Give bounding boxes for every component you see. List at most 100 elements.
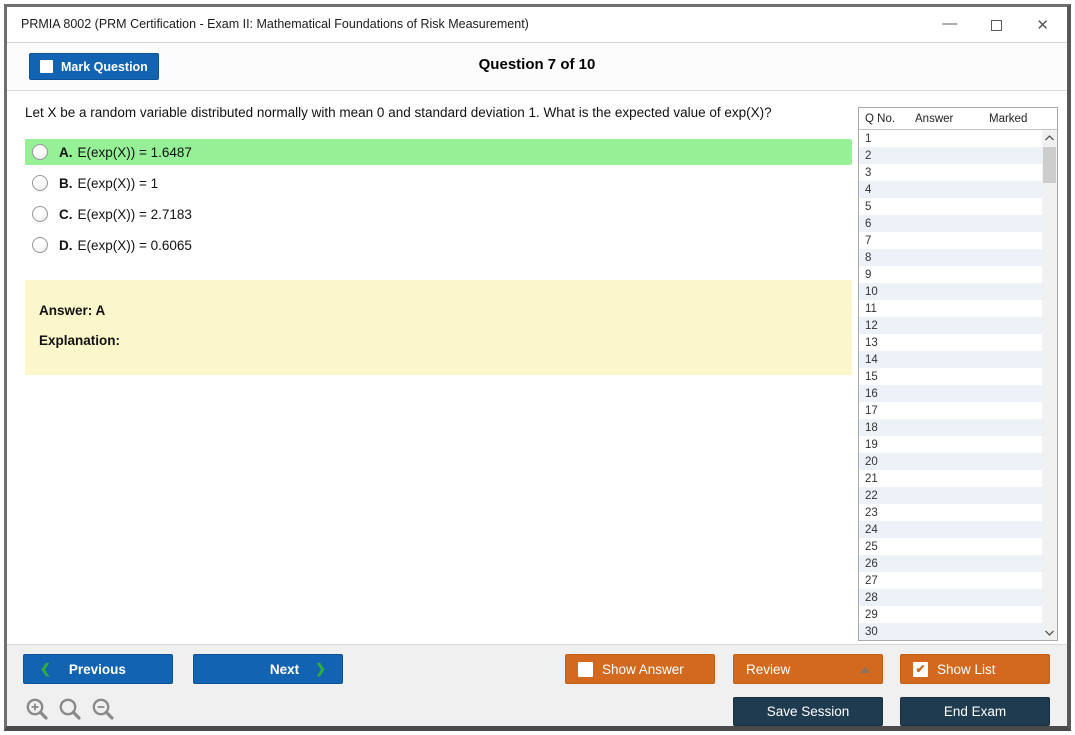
option-letter: C. xyxy=(59,206,73,222)
question-list-cell: 3 xyxy=(865,166,872,179)
scroll-down-icon[interactable] xyxy=(1042,625,1057,640)
review-dropdown-button[interactable]: Review xyxy=(733,654,883,684)
question-list-row[interactable]: 8 xyxy=(859,249,1042,266)
question-list-row[interactable]: 6 xyxy=(859,215,1042,232)
save-session-button[interactable]: Save Session xyxy=(733,697,883,726)
show-answer-checkbox-icon[interactable] xyxy=(578,661,593,677)
question-list-cell: 21 xyxy=(865,472,878,485)
question-counter: Question 7 of 10 xyxy=(478,56,596,73)
question-list-row[interactable]: 11 xyxy=(859,300,1042,317)
maximize-icon[interactable] xyxy=(991,19,1003,31)
question-list-row[interactable]: 4 xyxy=(859,181,1042,198)
question-list-row[interactable]: 13 xyxy=(859,334,1042,351)
question-list-cell: 2 xyxy=(865,149,872,162)
question-list-row[interactable]: 1 xyxy=(859,130,1042,147)
scrollbar-thumb[interactable] xyxy=(1043,147,1056,183)
question-text: Let X be a random variable distributed n… xyxy=(25,105,772,120)
answer-explanation-box: Answer: A Explanation: xyxy=(25,280,852,375)
question-list-row[interactable]: 20 xyxy=(859,453,1042,470)
radio-icon[interactable] xyxy=(32,237,48,253)
title-bar: PRMIA 8002 (PRM Certification - Exam II:… xyxy=(7,7,1067,43)
question-list-cell: 11 xyxy=(865,302,877,315)
triangle-up-icon xyxy=(860,667,870,673)
option-text: E(exp(X)) = 1.6487 xyxy=(77,144,192,160)
explanation-label: Explanation: xyxy=(39,333,121,348)
option-row-a[interactable]: A. E(exp(X)) = 1.6487 xyxy=(25,139,852,165)
question-list-row[interactable]: 24 xyxy=(859,521,1042,538)
question-list-cell: 12 xyxy=(865,319,878,332)
question-list-scrollbar[interactable] xyxy=(1042,130,1057,640)
question-list-bodywrap: 1 2 3 4 5 6 7 8 9 10 11 12 13 14 15 16 17 18 19 20 21 22 23 24 2… xyxy=(859,130,1057,640)
question-list-row[interactable]: 22 xyxy=(859,487,1042,504)
question-list-cell: 25 xyxy=(865,540,878,553)
radio-icon[interactable] xyxy=(32,175,48,191)
question-list-row[interactable]: 9 xyxy=(859,266,1042,283)
option-letter: A. xyxy=(59,144,73,160)
question-list-row[interactable]: 2 xyxy=(859,147,1042,164)
show-answer-label: Show Answer xyxy=(602,661,684,677)
question-list-row[interactable]: 15 xyxy=(859,368,1042,385)
mark-question-button[interactable]: Mark Question xyxy=(29,53,159,80)
option-row-d[interactable]: D. E(exp(X)) = 0.6065 xyxy=(25,232,852,258)
question-list-row[interactable]: 18 xyxy=(859,419,1042,436)
end-exam-button[interactable]: End Exam xyxy=(900,697,1050,726)
question-list-row[interactable]: 16 xyxy=(859,385,1042,402)
question-list-cell: 4 xyxy=(865,183,872,196)
question-list-row[interactable]: 3 xyxy=(859,164,1042,181)
question-list-header: Q No. Answer Marked xyxy=(859,108,1057,130)
show-answer-button[interactable]: Show Answer xyxy=(565,654,715,684)
question-list-row[interactable]: 26 xyxy=(859,555,1042,572)
question-list-row[interactable]: 25 xyxy=(859,538,1042,555)
column-header-marked: Marked xyxy=(989,112,1028,125)
minimize-icon[interactable]: — xyxy=(942,14,958,32)
question-list-row[interactable]: 28 xyxy=(859,589,1042,606)
zoom-out-icon[interactable] xyxy=(91,697,117,725)
option-row-c[interactable]: C. E(exp(X)) = 2.7183 xyxy=(25,201,852,227)
question-list-cell: 17 xyxy=(865,404,878,417)
zoom-reset-icon[interactable] xyxy=(58,697,84,725)
show-list-checkbox-icon[interactable]: ✔ xyxy=(913,661,928,677)
scroll-up-icon[interactable] xyxy=(1042,130,1057,145)
question-list-row[interactable]: 29 xyxy=(859,606,1042,623)
previous-button[interactable]: ❮ Previous xyxy=(23,654,173,684)
chevron-left-icon: ❮ xyxy=(40,661,51,676)
window-controls: — ✕ xyxy=(942,7,1049,43)
next-label: Next xyxy=(269,661,300,677)
previous-label: Previous xyxy=(68,661,126,677)
radio-icon[interactable] xyxy=(32,144,48,160)
question-list-row[interactable]: 5 xyxy=(859,198,1042,215)
question-list-row[interactable]: 19 xyxy=(859,436,1042,453)
footer-bar: ❮ Previous Next ❯ Show Answer Review ✔ S… xyxy=(7,644,1067,726)
close-icon[interactable]: ✕ xyxy=(1036,16,1049,34)
option-letter: D. xyxy=(59,237,73,253)
question-list-row[interactable]: 27 xyxy=(859,572,1042,589)
question-list-row[interactable]: 10 xyxy=(859,283,1042,300)
window-title: PRMIA 8002 (PRM Certification - Exam II:… xyxy=(21,17,529,31)
question-list-cell: 6 xyxy=(865,217,872,230)
question-list-body: 1 2 3 4 5 6 7 8 9 10 11 12 13 14 15 16 17 18 19 20 21 22 23 24 2… xyxy=(859,130,1042,640)
question-list-row[interactable]: 17 xyxy=(859,402,1042,419)
question-list-row[interactable]: 12 xyxy=(859,317,1042,334)
question-list-cell: 14 xyxy=(865,353,878,366)
question-list-row[interactable]: 21 xyxy=(859,470,1042,487)
column-header-answer: Answer xyxy=(915,112,954,125)
question-list-cell: 5 xyxy=(865,200,872,213)
question-list-row[interactable]: 14 xyxy=(859,351,1042,368)
question-list-cell: 15 xyxy=(865,370,878,383)
question-list-cell: 20 xyxy=(865,455,878,468)
question-list-panel: Q No. Answer Marked 1 2 3 4 5 6 7 8 9 10 11 12 13 14 1… xyxy=(858,107,1058,641)
question-list-row[interactable]: 23 xyxy=(859,504,1042,521)
header-band: Mark Question Question 7 of 10 xyxy=(7,43,1067,91)
option-row-b[interactable]: B. E(exp(X)) = 1 xyxy=(25,170,852,196)
exam-window: PRMIA 8002 (PRM Certification - Exam II:… xyxy=(4,4,1071,731)
radio-icon[interactable] xyxy=(32,206,48,222)
question-list-row[interactable]: 30 xyxy=(859,623,1042,640)
question-list-row[interactable]: 7 xyxy=(859,232,1042,249)
zoom-in-icon[interactable] xyxy=(25,697,51,725)
next-button[interactable]: Next ❯ xyxy=(193,654,343,684)
option-text: E(exp(X)) = 1 xyxy=(77,175,159,191)
show-list-button[interactable]: ✔ Show List xyxy=(900,654,1050,684)
option-letter: B. xyxy=(59,175,73,191)
mark-question-checkbox-icon[interactable] xyxy=(40,60,53,73)
question-list-cell: 24 xyxy=(865,523,878,536)
